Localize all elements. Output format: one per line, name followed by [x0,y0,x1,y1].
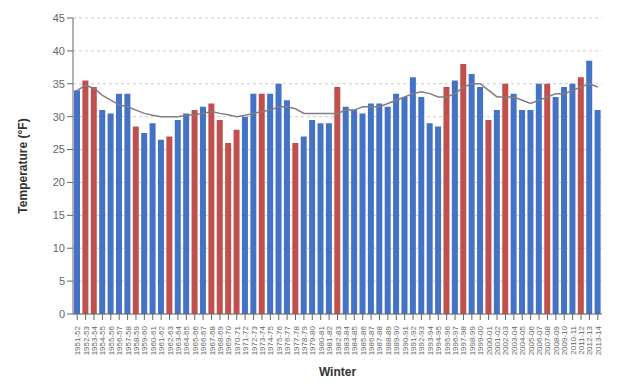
svg-text:1955-56: 1955-56 [106,326,116,356]
svg-text:1988-89: 1988-89 [383,326,393,356]
svg-text:1954-55: 1954-55 [98,326,108,356]
svg-text:Temperature (°F): Temperature (°F) [16,118,30,213]
svg-text:15: 15 [53,209,65,221]
svg-text:2005-06: 2005-06 [526,326,536,356]
svg-text:2012-13: 2012-13 [585,326,595,356]
svg-text:1978-79: 1978-79 [299,326,309,356]
svg-text:1993-94: 1993-94 [425,326,435,356]
svg-text:1973-74: 1973-74 [257,326,267,356]
svg-text:1996-97: 1996-97 [451,326,461,356]
svg-text:1959-60: 1959-60 [140,326,150,356]
svg-text:1953-54: 1953-54 [90,326,99,356]
svg-text:1994-95: 1994-95 [434,326,444,356]
svg-text:1967-68: 1967-68 [207,326,217,356]
svg-text:1956-57: 1956-57 [115,326,125,356]
svg-text:1991-92: 1991-92 [409,326,419,356]
svg-text:1969-70: 1969-70 [224,326,234,356]
svg-text:1963-64: 1963-64 [174,326,183,356]
svg-text:1958-59: 1958-59 [132,326,141,356]
svg-text:1979-80: 1979-80 [308,326,318,356]
svg-text:1961-62: 1961-62 [157,326,167,356]
svg-text:1986-87: 1986-87 [367,326,377,356]
svg-text:1968-69: 1968-69 [215,326,225,356]
svg-text:1952-53: 1952-53 [81,326,91,356]
svg-text:1970-71: 1970-71 [232,326,242,356]
svg-text:1966-67: 1966-67 [199,326,209,356]
svg-text:1964-65: 1964-65 [182,326,192,356]
svg-text:1977-78: 1977-78 [291,326,301,356]
svg-text:1983-84: 1983-84 [341,326,351,356]
svg-text:1992-93: 1992-93 [417,326,427,356]
svg-text:1989-90: 1989-90 [392,326,402,356]
svg-text:1974-75: 1974-75 [266,326,276,356]
svg-text:1995-96: 1995-96 [442,326,452,356]
svg-text:1990-91: 1990-91 [400,326,410,356]
svg-text:2006-07: 2006-07 [535,326,544,356]
svg-text:2011-12: 2011-12 [577,326,586,355]
svg-text:20: 20 [53,176,65,188]
svg-text:1981-82: 1981-82 [325,326,335,356]
svg-text:2009-10: 2009-10 [560,326,570,356]
svg-text:35: 35 [53,78,65,90]
svg-text:2000-01: 2000-01 [484,326,494,356]
svg-text:1985-86: 1985-86 [358,326,368,356]
svg-text:1962-63: 1962-63 [165,326,175,356]
svg-text:1976-77: 1976-77 [283,326,293,356]
svg-text:1960-61: 1960-61 [148,326,158,356]
svg-text:2010-11: 2010-11 [568,326,578,355]
svg-text:1965-66: 1965-66 [190,326,200,356]
svg-text:1971-72: 1971-72 [241,326,251,356]
svg-text:1999-00: 1999-00 [476,326,486,356]
svg-text:1957-58: 1957-58 [123,326,133,356]
svg-text:2004-05: 2004-05 [518,326,528,356]
svg-text:30: 30 [53,111,65,123]
svg-text:2001-02: 2001-02 [493,326,502,356]
svg-text:10: 10 [53,242,65,254]
svg-text:25: 25 [53,143,65,155]
svg-text:1987-88: 1987-88 [375,326,385,356]
svg-text:1982-83: 1982-83 [333,326,343,356]
svg-text:1972-73: 1972-73 [249,326,259,356]
svg-text:2002-03: 2002-03 [501,326,511,356]
svg-text:2003-04: 2003-04 [509,326,519,356]
svg-text:1998-99: 1998-99 [467,326,477,356]
svg-text:1984-85: 1984-85 [350,326,360,356]
svg-text:0: 0 [59,308,65,320]
svg-text:2007-08: 2007-08 [543,326,553,356]
svg-text:1975-76: 1975-76 [274,326,284,356]
svg-text:40: 40 [53,45,65,57]
svg-text:Winter: Winter [319,365,357,379]
svg-text:1980-81: 1980-81 [316,326,326,356]
svg-text:1951-52: 1951-52 [73,326,83,356]
svg-text:5: 5 [59,275,65,287]
svg-text:2008-09: 2008-09 [551,326,561,356]
svg-text:1997-98: 1997-98 [459,326,469,356]
svg-text:45: 45 [53,12,65,24]
svg-text:2013-14: 2013-14 [594,325,603,355]
